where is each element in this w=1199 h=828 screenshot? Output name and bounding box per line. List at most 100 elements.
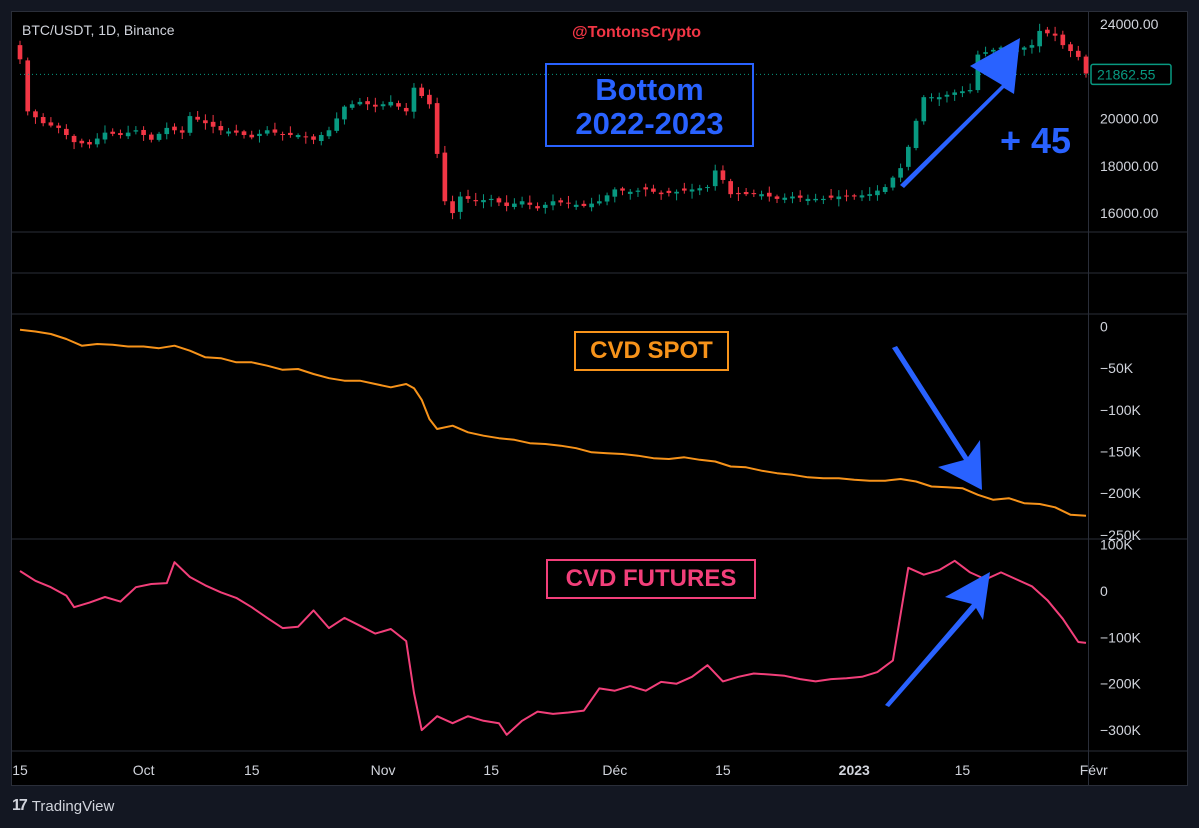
candle-body <box>56 125 61 128</box>
candle-body <box>411 87 417 112</box>
candle-body <box>504 202 509 206</box>
candle-body <box>851 195 857 197</box>
candle-body <box>450 201 455 214</box>
time-tick-label: 15 <box>483 762 499 778</box>
cvd-spot-tick-label: −250K <box>1100 527 1142 543</box>
candle-body <box>264 130 270 134</box>
cvd-futures-tick-label: 100K <box>1100 537 1133 553</box>
cvd-futures-line <box>19 559 1087 736</box>
candle-body <box>365 101 370 105</box>
cvd-spot-tick-label: −100K <box>1100 402 1142 418</box>
cvd-futures-annotation: CVD FUTURES <box>546 559 756 599</box>
candle-body <box>481 200 486 203</box>
candle-body <box>33 111 38 118</box>
candle-body <box>280 133 285 136</box>
candle-body <box>1052 33 1058 36</box>
last-price-label: 21862.55 <box>1097 66 1156 82</box>
candle-body <box>233 130 239 133</box>
candle-body <box>635 190 641 192</box>
candle-body <box>566 202 571 204</box>
candle-body <box>1060 34 1066 46</box>
candle-body <box>967 90 973 92</box>
candle-body <box>875 190 880 196</box>
candle-body <box>434 103 440 154</box>
cvd-spot-tick-label: −50K <box>1100 360 1134 376</box>
candle-body <box>118 133 123 136</box>
price-tick-label: 18000.00 <box>1100 158 1159 174</box>
candle-body <box>774 196 780 199</box>
candle-body <box>682 188 687 191</box>
candle-body <box>1029 45 1035 48</box>
candle-body <box>535 206 540 209</box>
symbol-label[interactable]: BTC/USDT, 1D, Binance <box>22 22 175 38</box>
chart-area[interactable] <box>11 11 1089 786</box>
time-tick-label: Nov <box>371 762 396 778</box>
price-tick-label: 16000.00 <box>1100 205 1159 221</box>
candle-body <box>689 189 695 192</box>
candle-body <box>326 130 332 137</box>
candle-body <box>349 104 355 108</box>
candle-body <box>813 198 818 201</box>
candle-body <box>334 118 340 131</box>
candle-body <box>998 47 1004 50</box>
cvd-futures-tick-label: 0 <box>1100 583 1108 599</box>
candle-body <box>164 127 170 135</box>
candle-body <box>218 126 224 131</box>
candle-body <box>542 204 548 208</box>
candle-body <box>303 136 309 138</box>
candle-body <box>890 177 896 188</box>
candle-body <box>288 132 293 136</box>
candle-body <box>40 117 46 124</box>
candle-body <box>836 196 842 200</box>
price-tick-label: 20000.00 <box>1100 110 1159 126</box>
price-axis[interactable] <box>1089 11 1188 786</box>
time-tick-label: 15 <box>955 762 971 778</box>
candle-body <box>766 192 772 197</box>
candle-body <box>990 49 996 52</box>
plus-annotation: + 45 <box>1000 120 1072 161</box>
candle-body <box>805 198 811 202</box>
candle-body <box>558 200 564 203</box>
candle-body <box>712 170 718 187</box>
candle-body <box>496 198 502 203</box>
candle-body <box>1083 56 1089 74</box>
candle-body <box>465 196 471 199</box>
candle-body <box>210 121 216 127</box>
candle-body <box>195 116 200 120</box>
candle-body <box>94 138 100 145</box>
candle-body <box>960 91 965 94</box>
candle-body <box>295 135 301 138</box>
cvd-spot-annotation: CVD SPOT <box>574 331 729 371</box>
candle-body <box>318 135 324 142</box>
candle-body <box>249 134 255 138</box>
cvd-futures-tick-label: −300K <box>1100 722 1142 738</box>
candle-body <box>674 191 679 194</box>
candle-body <box>311 136 316 140</box>
candle-body <box>743 192 749 195</box>
candle-body <box>952 92 957 95</box>
candle-body <box>357 101 363 105</box>
candle-body <box>427 94 432 105</box>
brand-label: TradingView <box>31 797 115 815</box>
candle-body <box>473 200 479 202</box>
candle-body <box>728 181 733 195</box>
candle-body <box>125 132 131 137</box>
candle-body <box>620 188 625 191</box>
tradingview-brand[interactable]: 17 TradingView <box>12 797 114 815</box>
candle-body <box>488 198 494 201</box>
candle-body <box>527 202 533 205</box>
candle-body <box>550 201 556 206</box>
candle-body <box>1068 44 1073 52</box>
price-up-arrow-icon <box>900 38 1020 188</box>
candle-body <box>705 187 710 189</box>
candle-body <box>581 203 587 206</box>
candle-body <box>921 97 927 122</box>
price-tick-label: 24000.00 <box>1100 16 1159 32</box>
time-tick-label: Déc <box>602 762 627 778</box>
candle-body <box>512 203 517 207</box>
candle-body <box>457 196 463 212</box>
candle-body <box>272 129 278 133</box>
candle-body <box>666 190 672 193</box>
candle-body <box>751 193 757 195</box>
